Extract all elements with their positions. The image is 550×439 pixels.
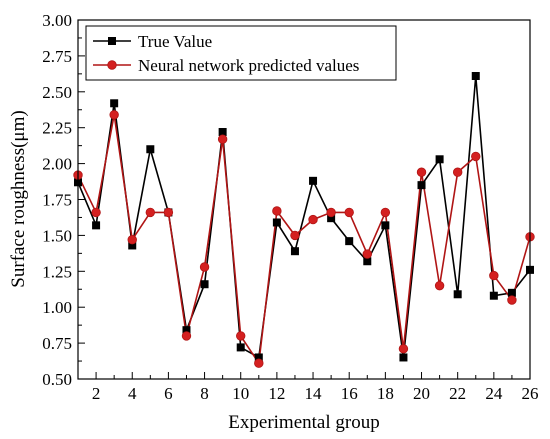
data-point-predicted <box>508 296 517 305</box>
data-point-predicted <box>254 359 263 368</box>
data-point-predicted <box>490 271 499 280</box>
x-axis-title: Experimental group <box>228 412 379 433</box>
data-point-predicted <box>164 208 173 217</box>
data-point-true-value <box>291 247 299 255</box>
data-point-predicted <box>146 208 155 217</box>
y-tick-label: 2.00 <box>42 155 72 174</box>
y-axis-title: Surface roughness(μm) <box>8 110 29 287</box>
y-tick-label: 2.50 <box>42 83 72 102</box>
data-point-predicted <box>453 168 462 177</box>
data-point-predicted <box>381 208 390 217</box>
data-point-true-value <box>399 353 407 361</box>
x-tick-label: 20 <box>413 384 430 403</box>
data-point-predicted <box>236 332 245 341</box>
data-point-true-value <box>92 221 100 229</box>
data-point-predicted <box>345 208 354 217</box>
y-tick-label: 1.75 <box>42 191 72 210</box>
plot-area <box>74 72 535 368</box>
y-tick-label: 0.50 <box>42 370 72 389</box>
y-tick-label: 2.25 <box>42 119 72 138</box>
legend-marker-true-value <box>108 37 116 45</box>
data-point-predicted <box>417 168 426 177</box>
data-point-true-value <box>201 280 209 288</box>
data-point-predicted <box>363 250 372 259</box>
x-tick-label: 10 <box>232 384 249 403</box>
data-point-predicted <box>273 207 282 216</box>
y-tick-label: 1.00 <box>42 298 72 317</box>
x-tick-label: 8 <box>200 384 209 403</box>
data-point-predicted <box>291 231 300 240</box>
data-point-predicted <box>435 281 444 290</box>
data-point-true-value <box>490 292 498 300</box>
data-point-true-value <box>345 237 353 245</box>
x-tick-label: 26 <box>522 384 539 403</box>
x-tick-label: 22 <box>449 384 466 403</box>
data-point-true-value <box>146 145 154 153</box>
data-point-predicted <box>110 110 119 119</box>
legend: True Value Neural network predicted value… <box>86 26 396 80</box>
data-point-true-value <box>273 218 281 226</box>
x-tick-label: 4 <box>128 384 137 403</box>
y-tick-label: 2.75 <box>42 47 72 66</box>
x-tick-label: 2 <box>92 384 101 403</box>
data-point-true-value <box>418 181 426 189</box>
data-point-true-value <box>454 290 462 298</box>
x-tick-label: 18 <box>377 384 394 403</box>
data-point-true-value <box>436 155 444 163</box>
data-point-true-value <box>309 177 317 185</box>
data-point-true-value <box>237 343 245 351</box>
data-point-predicted <box>218 135 227 144</box>
series-line-0 <box>78 76 530 357</box>
y-tick-label: 1.50 <box>42 226 72 245</box>
data-point-predicted <box>399 345 408 354</box>
x-tick-label: 12 <box>268 384 285 403</box>
y-tick-label: 1.25 <box>42 262 72 281</box>
y-tick-label: 0.75 <box>42 334 72 353</box>
data-point-predicted <box>182 332 191 341</box>
legend-marker-predicted <box>108 61 117 70</box>
data-point-predicted <box>471 152 480 161</box>
data-point-predicted <box>327 208 336 217</box>
legend-label-0: True Value <box>138 32 212 51</box>
data-point-true-value <box>110 99 118 107</box>
x-tick-label: 24 <box>485 384 503 403</box>
data-point-predicted <box>128 235 137 244</box>
data-point-predicted <box>309 215 318 224</box>
legend-label-1: Neural network predicted values <box>138 56 359 75</box>
data-point-true-value <box>381 221 389 229</box>
data-point-predicted <box>92 208 101 217</box>
data-point-predicted <box>200 263 209 272</box>
x-tick-label: 16 <box>341 384 358 403</box>
x-tick-label: 6 <box>164 384 173 403</box>
y-tick-label: 3.00 <box>42 11 72 30</box>
x-tick-label: 14 <box>305 384 323 403</box>
data-point-true-value <box>472 72 480 80</box>
